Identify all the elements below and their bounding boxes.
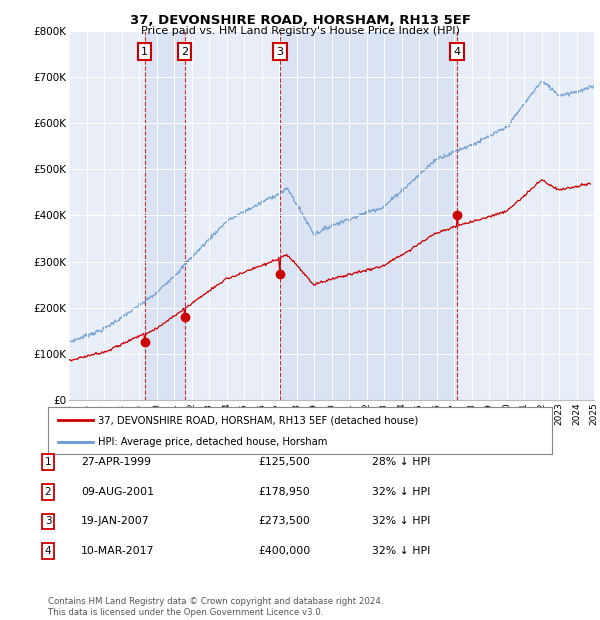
- Text: 37, DEVONSHIRE ROAD, HORSHAM, RH13 5EF: 37, DEVONSHIRE ROAD, HORSHAM, RH13 5EF: [130, 14, 470, 27]
- Text: £125,500: £125,500: [258, 457, 310, 467]
- Text: 32% ↓ HPI: 32% ↓ HPI: [372, 487, 430, 497]
- Text: 32% ↓ HPI: 32% ↓ HPI: [372, 516, 430, 526]
- Text: 3: 3: [44, 516, 52, 526]
- Text: 3: 3: [277, 46, 283, 57]
- Text: 2: 2: [181, 46, 188, 57]
- Text: 32% ↓ HPI: 32% ↓ HPI: [372, 546, 430, 556]
- Bar: [280, 31, 457, 400]
- Text: 09-AUG-2001: 09-AUG-2001: [81, 487, 154, 497]
- Text: Contains HM Land Registry data © Crown copyright and database right 2024.
This d: Contains HM Land Registry data © Crown c…: [48, 598, 383, 617]
- Text: 19-JAN-2007: 19-JAN-2007: [81, 516, 149, 526]
- Bar: [145, 31, 184, 400]
- Text: 1: 1: [44, 457, 52, 467]
- Text: 10-MAR-2017: 10-MAR-2017: [81, 546, 154, 556]
- Text: 37, DEVONSHIRE ROAD, HORSHAM, RH13 5EF (detached house): 37, DEVONSHIRE ROAD, HORSHAM, RH13 5EF (…: [98, 415, 419, 425]
- Text: 1: 1: [141, 46, 148, 57]
- Text: HPI: Average price, detached house, Horsham: HPI: Average price, detached house, Hors…: [98, 437, 328, 447]
- Text: Price paid vs. HM Land Registry's House Price Index (HPI): Price paid vs. HM Land Registry's House …: [140, 26, 460, 36]
- Text: £273,500: £273,500: [258, 516, 310, 526]
- Text: £400,000: £400,000: [258, 546, 310, 556]
- Text: 4: 4: [454, 46, 461, 57]
- Text: 4: 4: [44, 546, 52, 556]
- Text: £178,950: £178,950: [258, 487, 310, 497]
- Text: 28% ↓ HPI: 28% ↓ HPI: [372, 457, 430, 467]
- Text: 2: 2: [44, 487, 52, 497]
- Text: 27-APR-1999: 27-APR-1999: [81, 457, 151, 467]
